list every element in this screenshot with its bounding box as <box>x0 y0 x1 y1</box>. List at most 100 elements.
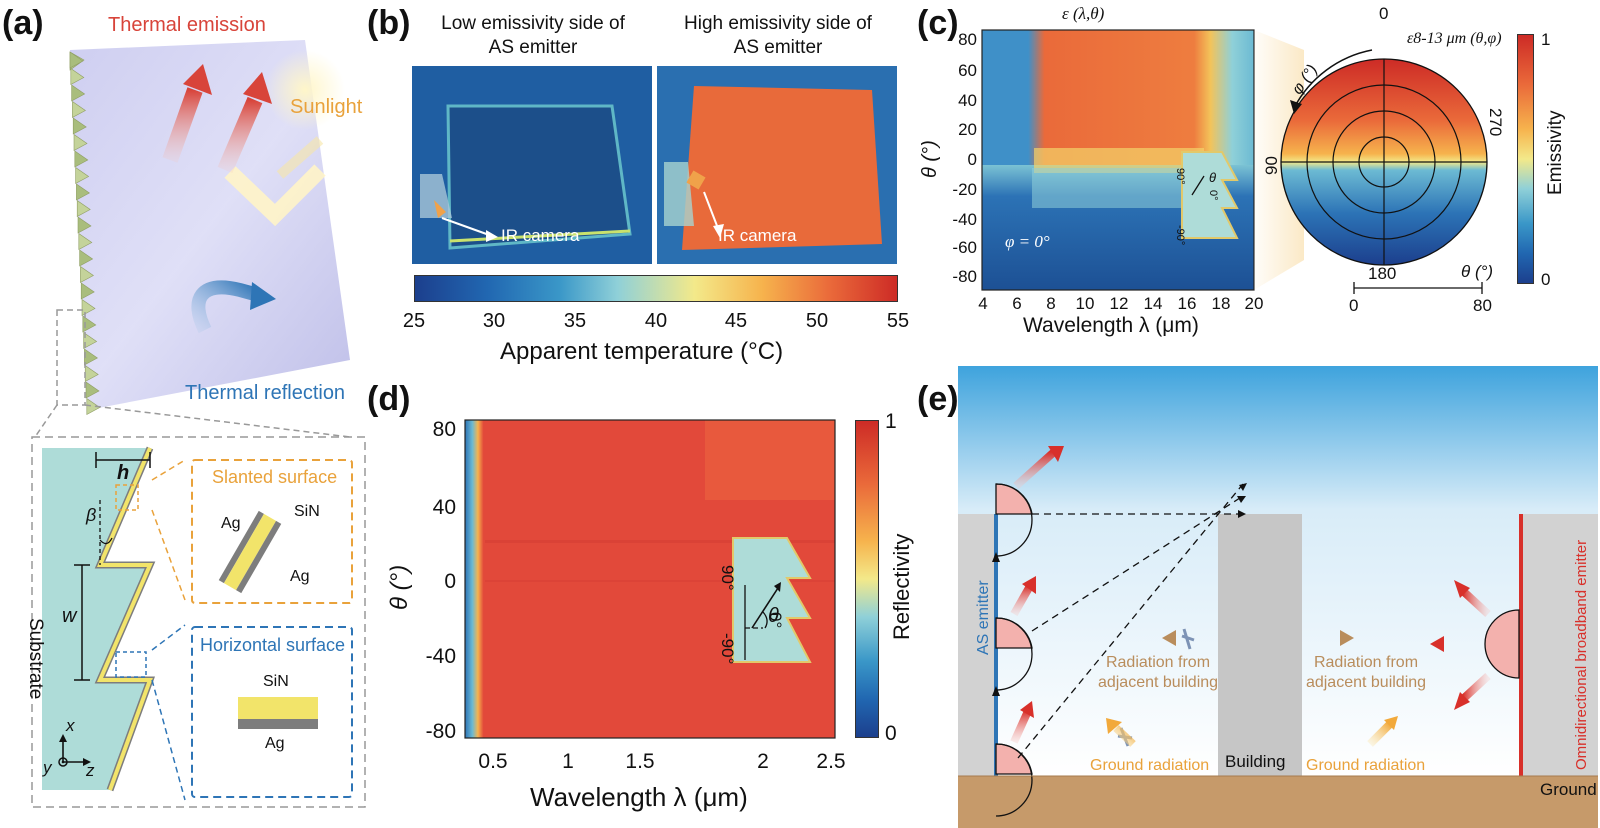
panel-d-inset-theta: θ <box>768 605 779 627</box>
c-ytick-m60: -60 <box>952 238 977 257</box>
radiation-right-label: Radiation from adjacent building <box>1296 653 1436 693</box>
panel-b-right-title: High emissivity side of AS emitter <box>658 12 898 60</box>
polar-90-label: 90 <box>1262 156 1281 175</box>
panel-d-ylabel: θ (°) <box>386 564 413 610</box>
panel-d-inset-90: 90° <box>718 565 737 591</box>
panel-c-xlabel: Wavelength λ (μm) <box>1023 314 1199 337</box>
panel-c-inset-m90: -90° <box>1174 225 1186 246</box>
temp-tick-55: 55 <box>886 310 910 332</box>
panel-b-left-title: Low emissivity side of AS emitter <box>418 12 648 60</box>
c-ytick-80: 80 <box>958 30 977 49</box>
axis-z-label: z <box>86 761 95 780</box>
polar-180-label: 180 <box>1368 264 1397 283</box>
panel-d-heatmap <box>464 419 836 739</box>
polar-scale-0: 0 <box>1349 296 1359 315</box>
sawtooth-tooth <box>82 315 97 333</box>
panel-c-polar-plot <box>1254 30 1488 294</box>
panel-c-inset-90: 90° <box>1174 168 1186 185</box>
sawtooth-tooth <box>81 298 96 317</box>
thermal-emission-label: Thermal emission <box>108 14 266 36</box>
building-label: Building <box>1225 752 1286 771</box>
slanted-ag-label-bottom: Ag <box>290 568 310 585</box>
panel-label-e: (e) <box>917 380 959 418</box>
angle-beta-label: β <box>86 505 97 525</box>
left-title-line1: Low emissivity side of <box>441 13 625 34</box>
sunlight-label: Sunlight <box>290 96 363 118</box>
left-title-line2: AS emitter <box>488 37 578 58</box>
sawtooth-tooth <box>69 51 84 69</box>
radiation-left-line1: Radiation from <box>1105 654 1211 671</box>
d-ytick-m40: -40 <box>425 645 456 668</box>
panel-label-c: (c) <box>917 4 959 42</box>
sawtooth-tooth <box>72 100 86 119</box>
panel-c-heatmap <box>981 29 1255 291</box>
ground-radiation-right-label: Ground radiation <box>1306 757 1426 774</box>
horizontal-ag-label: Ag <box>265 735 285 752</box>
right-title-line1: High emissivity side of <box>684 13 872 34</box>
ground-label: Ground <box>1540 780 1597 799</box>
emissivity-colorbar-top: 1 <box>1541 30 1551 49</box>
substrate-label: Substrate <box>25 618 46 700</box>
emissivity-colorbar <box>1517 34 1534 284</box>
thermal-reflection-label: Thermal reflection <box>185 382 346 404</box>
polar-scale-80: 80 <box>1473 296 1492 315</box>
reflectivity-colorbar-bottom: 0 <box>885 722 897 745</box>
c-ytick-m80: -80 <box>952 267 977 286</box>
radiation-right-line1: Radiation from <box>1313 654 1419 671</box>
d-xtick-2: 2 <box>757 750 769 773</box>
ground-radiation-left-label: Ground radiation <box>1090 757 1210 774</box>
right-title-line2: AS emitter <box>733 37 823 58</box>
temp-tick-45: 45 <box>724 310 748 332</box>
ir-camera-right-label: IR camera <box>718 226 797 245</box>
d-xtick-2.5: 2.5 <box>816 750 846 773</box>
panel-d-xlabel: Wavelength λ (μm) <box>530 782 748 812</box>
omni-emitter-label: Omnidirectional broadband emitter <box>1573 539 1590 770</box>
sawtooth-tooth <box>74 150 89 168</box>
polar-0-label: 0 <box>1379 4 1389 23</box>
radiation-right-line2: adjacent building <box>1305 674 1427 691</box>
polar-theta-label: θ (°) <box>1461 262 1494 281</box>
sawtooth-tooth <box>80 282 95 300</box>
reflectivity-colorbar-label: Reflectivity <box>889 533 914 640</box>
emissivity-colorbar-label: Emissivity <box>1545 110 1566 195</box>
sawtooth-tooth <box>78 232 93 251</box>
sawtooth-tooth <box>73 133 88 152</box>
temp-colorbar-label: Apparent temperature (°C) <box>500 338 784 365</box>
reflectivity-colorbar <box>855 420 879 738</box>
panel-c-inset-0: 0° <box>1207 190 1219 201</box>
temp-tick-35: 35 <box>563 310 587 332</box>
slanted-ag-label-top: Ag <box>221 515 241 532</box>
panel-label-b: (b) <box>367 4 411 42</box>
panel-e-scene <box>958 366 1598 828</box>
d-ytick-0: 0 <box>444 570 456 593</box>
c-ytick-40: 40 <box>958 91 977 110</box>
as-emitter-label: AS emitter <box>975 580 992 655</box>
sawtooth-tooth <box>85 381 100 399</box>
temp-tick-50: 50 <box>805 310 829 332</box>
sawtooth-tooth <box>72 117 87 135</box>
dimension-w-label: w <box>62 605 77 627</box>
d-ytick-80: 80 <box>432 418 456 441</box>
c-xtick-14: 14 <box>1143 294 1163 313</box>
c-ytick-m40: -40 <box>952 210 977 229</box>
d-xtick-1.5: 1.5 <box>625 750 655 773</box>
sawtooth-tooth <box>83 331 98 350</box>
d-xtick-1: 1 <box>562 750 574 773</box>
panel-d-inset-m90: -90° <box>718 633 737 665</box>
temp-tick-30: 30 <box>482 310 506 332</box>
horizontal-surface-label: Horizontal surface <box>200 635 346 655</box>
c-xtick-6: 6 <box>1012 294 1022 313</box>
sawtooth-tooth <box>70 67 85 86</box>
c-xtick-18: 18 <box>1211 294 1231 313</box>
polar-title: ε8-13 μm (θ,φ) <box>1407 30 1502 47</box>
sawtooth-tooth <box>86 397 101 416</box>
reflectivity-colorbar-top: 1 <box>885 410 897 433</box>
radiation-left-label: Radiation from adjacent building <box>1088 653 1228 693</box>
sawtooth-tooth <box>79 249 94 267</box>
dimension-h-label: h <box>117 462 130 484</box>
radiation-left-line2: adjacent building <box>1097 674 1219 691</box>
sawtooth-tooth <box>76 183 90 201</box>
panel-c-inset-theta: θ <box>1209 170 1217 185</box>
panel-label-d: (d) <box>367 380 411 418</box>
c-ytick-60: 60 <box>958 61 977 80</box>
